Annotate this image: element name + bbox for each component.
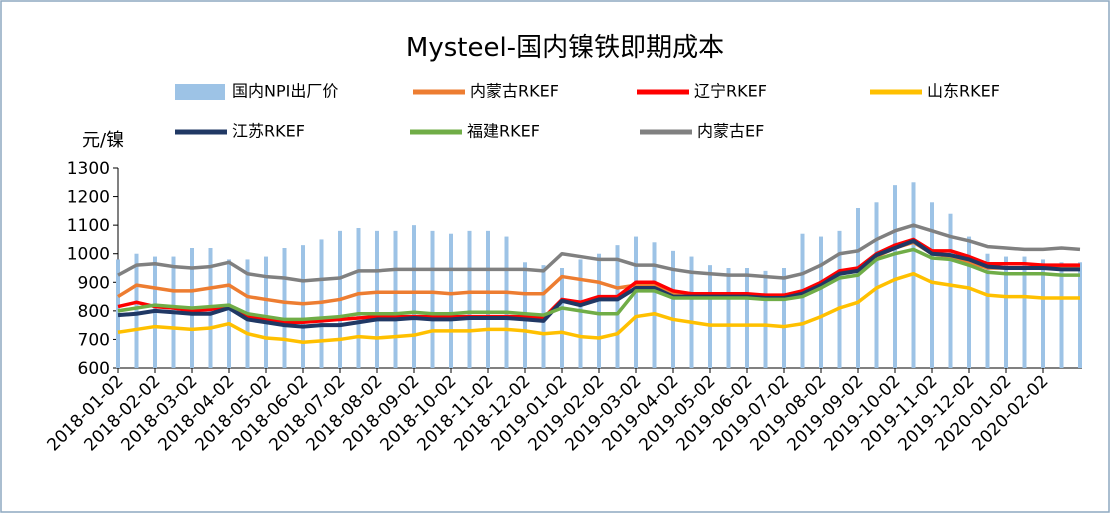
y-tick-label: 1000	[67, 245, 110, 265]
bar	[985, 253, 990, 368]
y-tick-label: 1200	[67, 188, 110, 208]
bar	[671, 250, 675, 368]
chart-title: Mysteel-国内镍铁即期成本	[406, 33, 724, 63]
bar	[1078, 262, 1082, 368]
legend-label: 国内NPI出厂价	[232, 82, 338, 101]
legend-label: 山东RKEF	[927, 82, 1000, 101]
legend-label: 内蒙古EF	[697, 122, 764, 141]
y-tick-label: 700	[78, 330, 110, 350]
bar	[634, 236, 638, 368]
bar	[282, 248, 287, 368]
bar	[301, 245, 305, 368]
bar	[412, 225, 416, 368]
legend-label: 内蒙古RKEF	[470, 82, 559, 101]
bar	[393, 230, 398, 368]
bar	[449, 233, 453, 368]
line	[117, 238, 1080, 329]
bar	[1059, 262, 1064, 368]
bar	[430, 230, 435, 368]
bar	[948, 213, 953, 368]
line	[117, 247, 1080, 322]
bar	[560, 268, 564, 368]
line	[117, 271, 1080, 345]
y-tick-label: 800	[78, 302, 110, 322]
legend-label: 辽宁RKEF	[694, 82, 767, 101]
bar	[467, 230, 472, 368]
bar	[227, 259, 231, 368]
bar	[874, 202, 879, 368]
y-tick-label: 1100	[67, 216, 110, 236]
bar	[1022, 256, 1027, 368]
bar	[967, 236, 971, 368]
bar	[615, 245, 620, 368]
y-tick-label: 600	[78, 359, 110, 379]
bar	[763, 270, 768, 368]
bar	[486, 230, 490, 368]
y-axis-label: 元/镍	[82, 130, 124, 151]
bar	[689, 256, 694, 368]
bar	[1041, 259, 1045, 368]
bar	[652, 242, 657, 368]
bar	[504, 236, 509, 368]
bar	[800, 233, 805, 368]
bar	[782, 268, 786, 368]
bar	[837, 230, 842, 368]
bar	[134, 253, 139, 368]
bar	[356, 228, 361, 368]
y-tick-label: 1300	[67, 159, 110, 179]
bar	[819, 236, 823, 368]
bar	[708, 265, 712, 368]
legend-swatch	[175, 84, 225, 100]
bar	[726, 268, 731, 368]
line	[117, 223, 1081, 283]
bar	[264, 256, 268, 368]
bar	[930, 202, 934, 368]
bar	[375, 230, 379, 368]
bar	[856, 208, 860, 368]
bar	[597, 253, 601, 368]
bar	[1004, 256, 1008, 368]
bar	[893, 185, 897, 368]
bar	[745, 268, 749, 368]
bar	[578, 259, 583, 368]
legend-label: 江苏RKEF	[232, 122, 305, 141]
y-tick-label: 900	[78, 273, 110, 293]
legend-label: 福建RKEF	[467, 122, 540, 141]
